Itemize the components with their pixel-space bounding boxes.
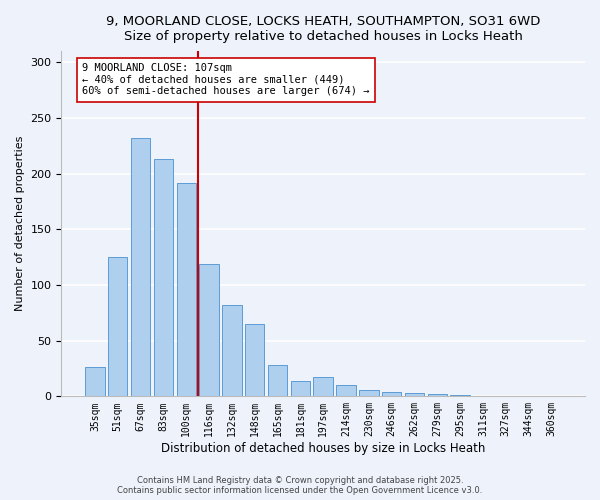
- Bar: [382, 392, 401, 396]
- Bar: [451, 395, 470, 396]
- Text: Contains HM Land Registry data © Crown copyright and database right 2025.
Contai: Contains HM Land Registry data © Crown c…: [118, 476, 482, 495]
- Y-axis label: Number of detached properties: Number of detached properties: [15, 136, 25, 312]
- Bar: [85, 368, 104, 396]
- X-axis label: Distribution of detached houses by size in Locks Heath: Distribution of detached houses by size …: [161, 442, 485, 455]
- Title: 9, MOORLAND CLOSE, LOCKS HEATH, SOUTHAMPTON, SO31 6WD
Size of property relative : 9, MOORLAND CLOSE, LOCKS HEATH, SOUTHAMP…: [106, 15, 541, 43]
- Bar: [131, 138, 150, 396]
- Bar: [290, 380, 310, 396]
- Bar: [313, 378, 333, 396]
- Bar: [108, 257, 127, 396]
- Bar: [154, 159, 173, 396]
- Bar: [405, 393, 424, 396]
- Bar: [268, 365, 287, 396]
- Bar: [337, 385, 356, 396]
- Bar: [222, 305, 242, 396]
- Text: 9 MOORLAND CLOSE: 107sqm
← 40% of detached houses are smaller (449)
60% of semi-: 9 MOORLAND CLOSE: 107sqm ← 40% of detach…: [82, 63, 370, 96]
- Bar: [176, 182, 196, 396]
- Bar: [199, 264, 219, 396]
- Bar: [245, 324, 265, 396]
- Bar: [359, 390, 379, 396]
- Bar: [428, 394, 447, 396]
